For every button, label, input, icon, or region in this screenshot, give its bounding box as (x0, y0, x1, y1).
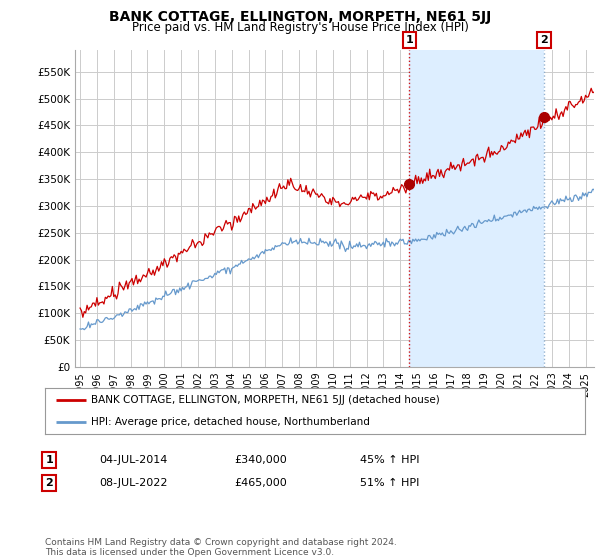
Text: 2: 2 (46, 478, 53, 488)
Bar (409, 50, 544, 367)
Text: 1: 1 (46, 455, 53, 465)
Text: HPI: Average price, detached house, Northumberland: HPI: Average price, detached house, Nort… (91, 417, 370, 427)
Text: 04-JUL-2014: 04-JUL-2014 (99, 455, 167, 465)
Text: £465,000: £465,000 (234, 478, 287, 488)
Text: 1: 1 (406, 35, 413, 45)
Text: Contains HM Land Registry data © Crown copyright and database right 2024.
This d: Contains HM Land Registry data © Crown c… (45, 538, 397, 557)
Text: BANK COTTAGE, ELLINGTON, MORPETH, NE61 5JJ: BANK COTTAGE, ELLINGTON, MORPETH, NE61 5… (109, 10, 491, 24)
Text: 45% ↑ HPI: 45% ↑ HPI (360, 455, 419, 465)
Text: £340,000: £340,000 (234, 455, 287, 465)
Text: 08-JUL-2022: 08-JUL-2022 (99, 478, 167, 488)
Text: 51% ↑ HPI: 51% ↑ HPI (360, 478, 419, 488)
Text: Price paid vs. HM Land Registry's House Price Index (HPI): Price paid vs. HM Land Registry's House … (131, 21, 469, 34)
Text: BANK COTTAGE, ELLINGTON, MORPETH, NE61 5JJ (detached house): BANK COTTAGE, ELLINGTON, MORPETH, NE61 5… (91, 395, 440, 405)
Text: 2: 2 (540, 35, 548, 45)
